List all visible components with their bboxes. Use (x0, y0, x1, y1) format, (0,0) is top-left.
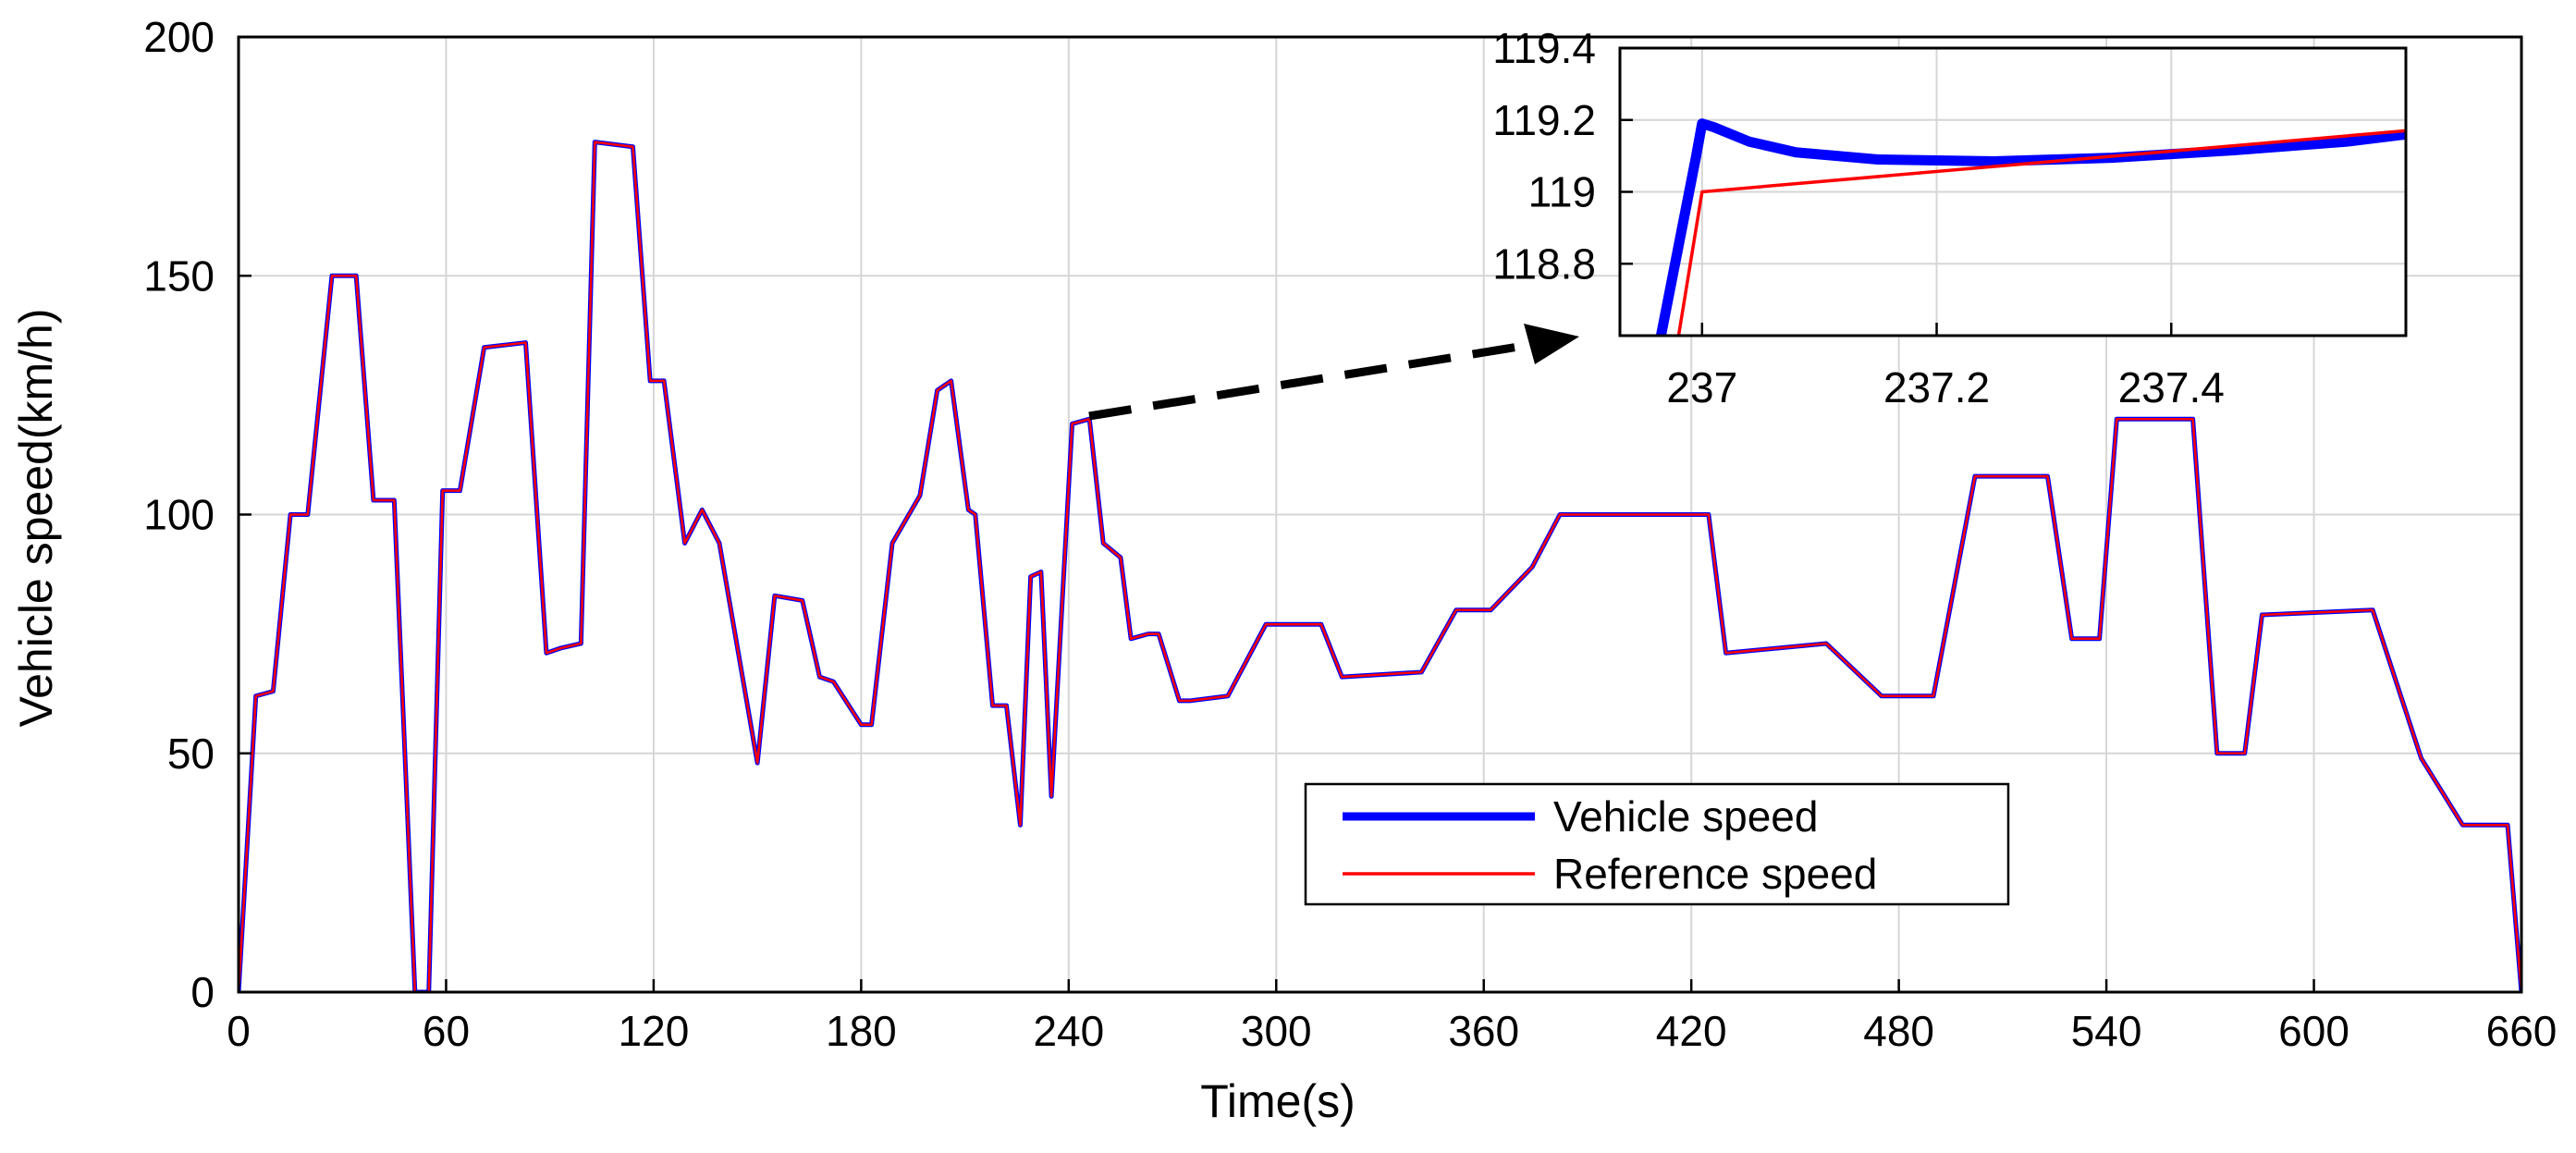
inset-y-tick-label: 118.8 (1492, 239, 1596, 288)
inset-x-tick-label: 237.2 (1883, 363, 1990, 411)
main-y-tick-label: 100 (143, 491, 215, 539)
main-series-line-reference-speed (239, 141, 2521, 992)
inset-y-tick-label: 119 (1528, 168, 1596, 216)
main-y-tick-label: 200 (143, 13, 215, 61)
legend-box (1304, 782, 2010, 906)
main-x-tick-label: 300 (1241, 1007, 1312, 1055)
main-x-tick-label: 420 (1656, 1007, 1727, 1055)
zoom-arrow-line (1088, 340, 1531, 421)
y-axis-label: Vehicle speed(km/h) (10, 308, 62, 727)
main-x-tick-label: 60 (423, 1007, 470, 1055)
x-axis-label: Time(s) (1200, 1075, 1355, 1127)
main-x-tick-label: 540 (2071, 1007, 2142, 1055)
legend: Vehicle speed Reference speed (1304, 782, 2010, 906)
main-x-tick-label: 180 (826, 1007, 897, 1055)
main-ticks: 0 60 120 180 240 300 360 420 480 540 600 660 0 50 100 1… (143, 13, 2557, 1055)
main-x-tick-label: 660 (2486, 1007, 2558, 1055)
main-x-tick-label: 240 (1033, 1007, 1104, 1055)
inset-ticks: 237 237.2 237.4 118.8 119 119.2 119.4 (1492, 24, 2225, 411)
inset-x-tick-label: 237.4 (2118, 363, 2225, 411)
inset-y-tick-label: 119.2 (1492, 96, 1596, 144)
main-series (239, 140, 2521, 992)
main-x-tick-label: 0 (227, 1007, 251, 1055)
inset-series (1655, 118, 2406, 336)
main-x-tick-label: 360 (1448, 1007, 1519, 1055)
inset-x-tick-label: 237 (1666, 363, 1737, 411)
zoom-arrow (1088, 324, 1579, 421)
zoom-arrow-head (1524, 324, 1579, 364)
legend-label-reference-speed: Reference speed (1553, 850, 1877, 898)
main-x-tick-label: 600 (2278, 1007, 2349, 1055)
main-y-tick-label: 50 (167, 730, 215, 778)
main-x-tick-label: 480 (1863, 1007, 1934, 1055)
inset-series-line-reference-speed (1676, 129, 2406, 336)
main-y-tick-label: 150 (143, 251, 215, 300)
inset-series-line-vehicle-speed (1655, 118, 2406, 336)
legend-label-vehicle-speed: Vehicle speed (1553, 792, 1818, 840)
main-x-tick-label: 120 (619, 1007, 690, 1055)
inset-y-tick-label: 119.4 (1492, 24, 1596, 72)
main-y-tick-label: 0 (190, 968, 215, 1016)
